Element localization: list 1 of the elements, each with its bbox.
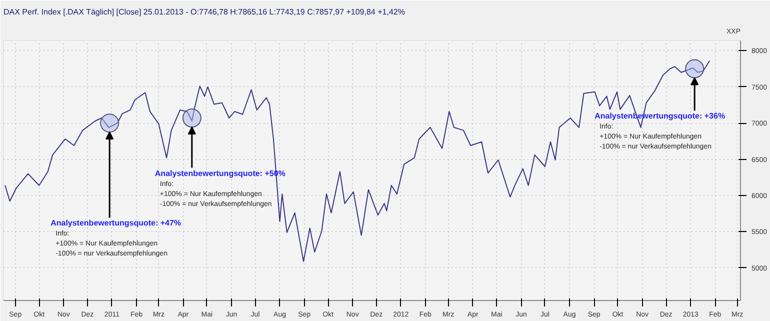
chart-title: DAX Perf. Index [.DAX Täglich] [Close] 25.01.2013 - O:7746,78 H:7865,16 L:7743,19 C:7857,97 +109,84 +1,42% — [4, 8, 405, 16]
